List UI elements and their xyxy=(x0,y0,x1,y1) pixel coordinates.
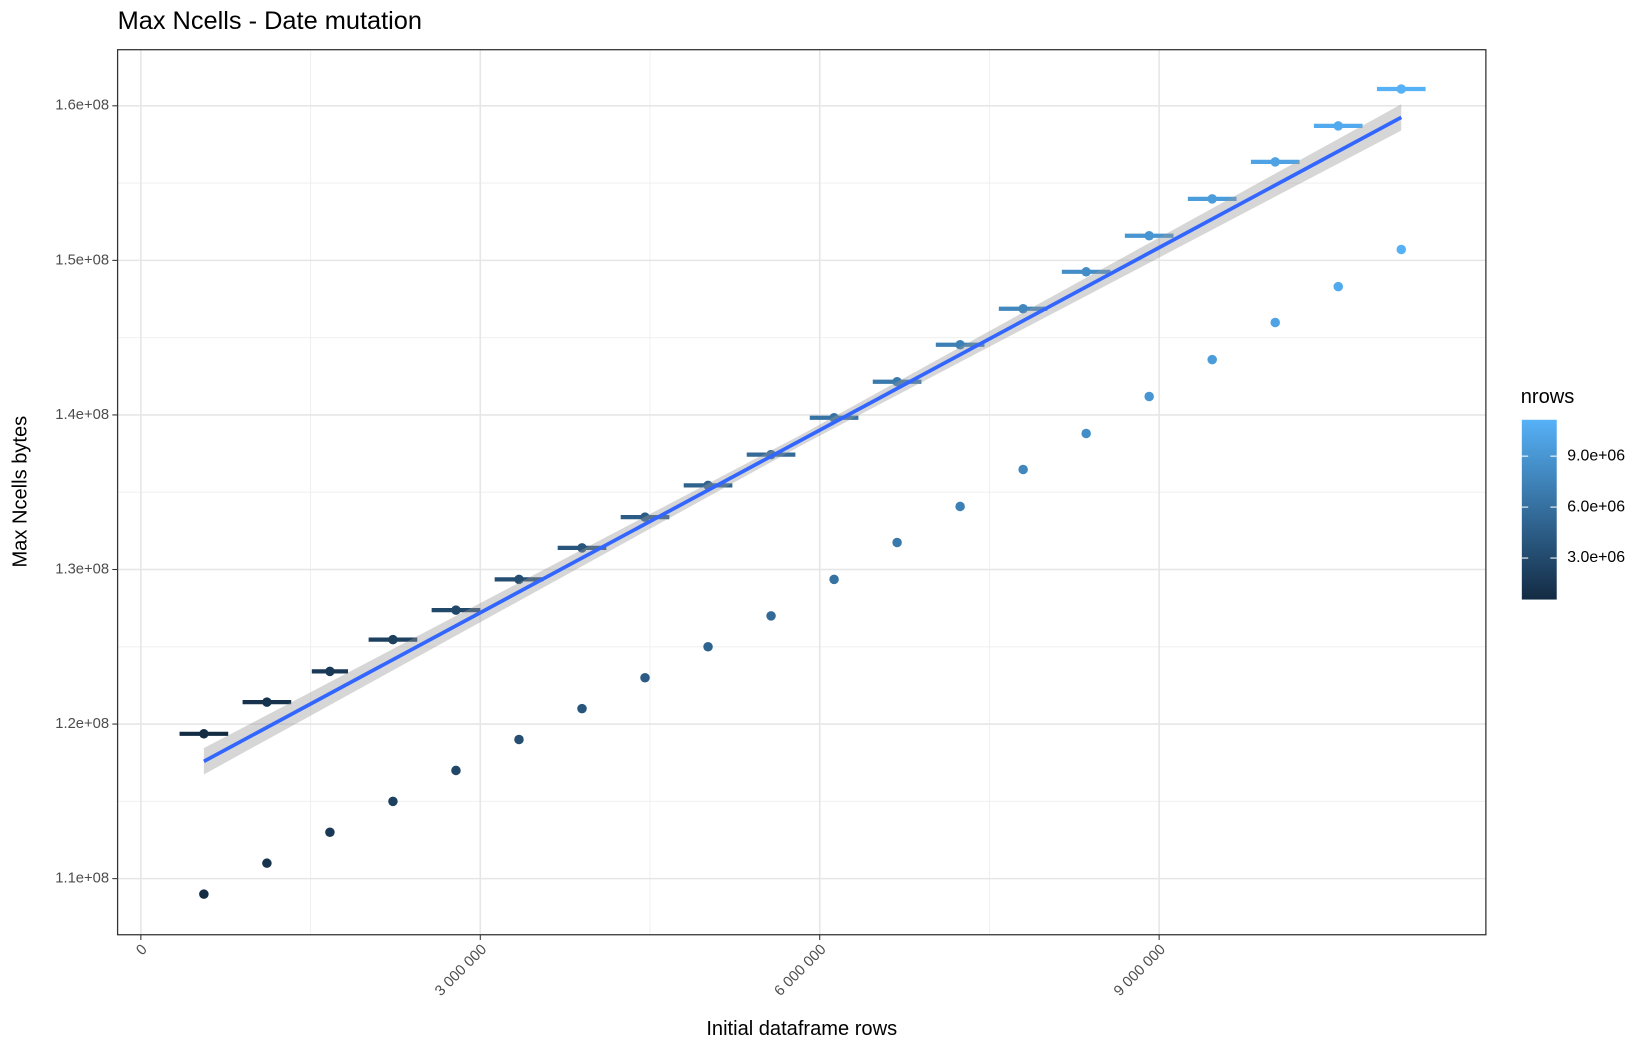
point xyxy=(640,512,650,522)
point xyxy=(451,765,461,776)
point xyxy=(577,703,587,714)
point xyxy=(1018,303,1028,314)
chart-title: Max Ncells - Date mutation xyxy=(118,7,422,35)
point xyxy=(388,634,398,645)
fit-line xyxy=(203,115,1403,763)
colorbar-tick-label: 9.0e+06 xyxy=(1567,447,1625,464)
point xyxy=(451,605,461,615)
point xyxy=(892,537,902,548)
point xyxy=(640,672,650,683)
y-tick-label: 1.3e+08 xyxy=(55,561,109,577)
y-axis-title: Max Ncells bytes xyxy=(10,416,32,568)
point xyxy=(199,729,209,739)
panel-border xyxy=(116,49,1487,936)
point xyxy=(514,574,524,585)
x-tick-label: 9 000 000 xyxy=(1111,942,1169,1000)
point xyxy=(1396,84,1407,94)
point xyxy=(1270,317,1280,328)
y-tick-label: 1.2e+08 xyxy=(55,716,109,732)
x-tick-label: 6 000 000 xyxy=(772,942,830,1000)
x-axis-title: Initial dataframe rows xyxy=(706,1018,897,1040)
point xyxy=(955,501,965,512)
point xyxy=(514,734,524,745)
point xyxy=(1396,244,1407,255)
x-tick-label: 3 000 000 xyxy=(432,942,490,1000)
point xyxy=(325,666,335,677)
y-tick-label: 1.4e+08 xyxy=(55,407,109,423)
point xyxy=(892,376,902,387)
point xyxy=(955,340,965,350)
point xyxy=(703,642,713,652)
point xyxy=(1081,267,1091,277)
point xyxy=(325,827,335,838)
colorbar-tick-label: 6.0e+06 xyxy=(1567,498,1625,515)
point xyxy=(766,611,776,621)
y-tick-label: 1.1e+08 xyxy=(55,871,109,887)
point xyxy=(577,543,587,553)
point xyxy=(1081,428,1091,439)
colorbar xyxy=(1521,419,1557,600)
point xyxy=(1018,464,1028,475)
legend-title: nrows xyxy=(1521,386,1575,408)
point xyxy=(1144,391,1154,402)
y-tick-label: 1.6e+08 xyxy=(55,98,109,114)
point xyxy=(1144,231,1154,241)
point xyxy=(1270,157,1280,167)
point xyxy=(829,574,839,585)
point xyxy=(1207,194,1217,204)
point xyxy=(262,697,272,707)
point xyxy=(1207,354,1217,365)
y-tick-label: 1.5e+08 xyxy=(55,252,109,268)
point xyxy=(388,796,398,807)
point xyxy=(199,889,209,899)
x-tick-label: 0 xyxy=(134,942,151,959)
point xyxy=(1333,121,1344,131)
colorbar-tick-label: 3.0e+06 xyxy=(1567,549,1625,566)
point xyxy=(262,858,272,868)
point xyxy=(1333,281,1344,292)
